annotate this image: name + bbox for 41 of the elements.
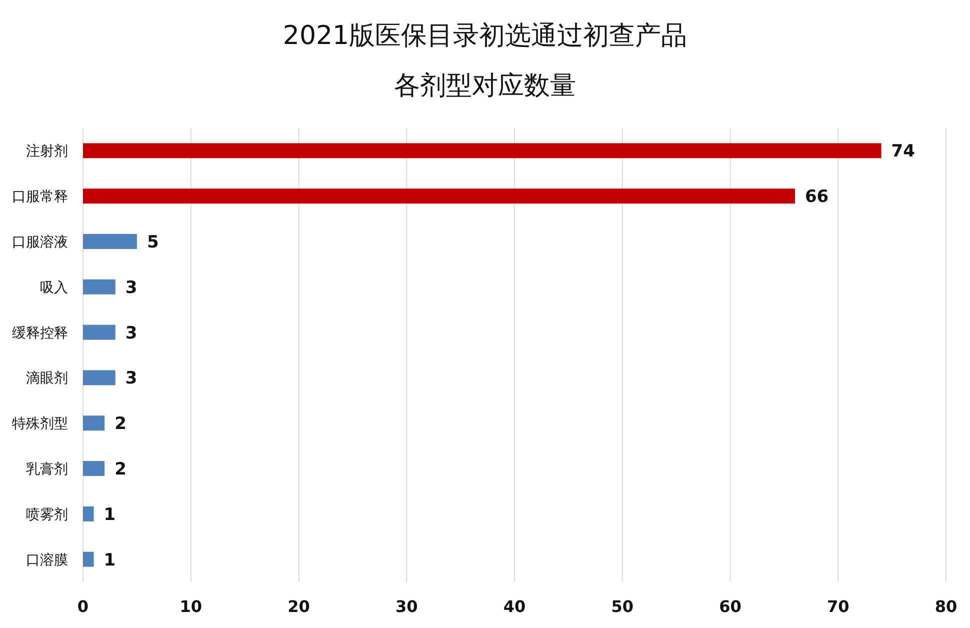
y-tick-label: 口溶膜	[26, 552, 68, 568]
y-tick-label: 吸入	[40, 280, 68, 296]
bar	[83, 279, 116, 294]
data-label: 1	[104, 550, 116, 570]
bar	[83, 234, 137, 249]
x-tick-label: 40	[503, 597, 526, 616]
data-label: 5	[146, 232, 159, 252]
chart-title: 2021版医保目录初选通过初查产品	[282, 21, 688, 51]
bar	[83, 370, 116, 386]
bar	[83, 552, 94, 567]
data-label: 3	[125, 368, 138, 389]
data-label: 74	[891, 142, 916, 162]
x-tick-label: 0	[77, 597, 89, 616]
x-tick-label: 60	[719, 597, 742, 616]
y-tick-label: 缓释控释	[12, 325, 68, 342]
x-tick-label: 50	[611, 597, 634, 616]
y-tick-label: 乳膏剂	[26, 462, 68, 478]
bar	[83, 506, 94, 522]
data-label: 3	[125, 278, 138, 298]
x-tick-label: 30	[395, 597, 418, 616]
bar	[83, 461, 105, 476]
chart-subtitle: 各剂型对应数量	[394, 71, 576, 101]
bar	[83, 324, 116, 340]
y-tick-label: 口服溶液	[12, 234, 68, 250]
bar	[83, 416, 105, 431]
data-label: 2	[114, 460, 126, 480]
bar	[83, 143, 882, 158]
y-tick-label: 滴眼剂	[26, 370, 68, 387]
bar	[83, 188, 795, 204]
x-tick-label: 20	[288, 597, 310, 616]
y-tick-label: 特殊剂型	[12, 416, 68, 432]
x-tick-label: 80	[934, 597, 958, 616]
data-label: 66	[804, 187, 829, 208]
data-label: 2	[114, 414, 126, 434]
data-label: 1	[104, 504, 116, 525]
y-tick-label: 注射剂	[26, 144, 68, 160]
x-tick-label: 10	[180, 597, 202, 616]
x-tick-label: 70	[826, 597, 850, 616]
data-label: 3	[125, 323, 138, 344]
y-tick-label: 喷雾剂	[26, 506, 68, 523]
y-tick-label: 口服常释	[12, 189, 68, 206]
